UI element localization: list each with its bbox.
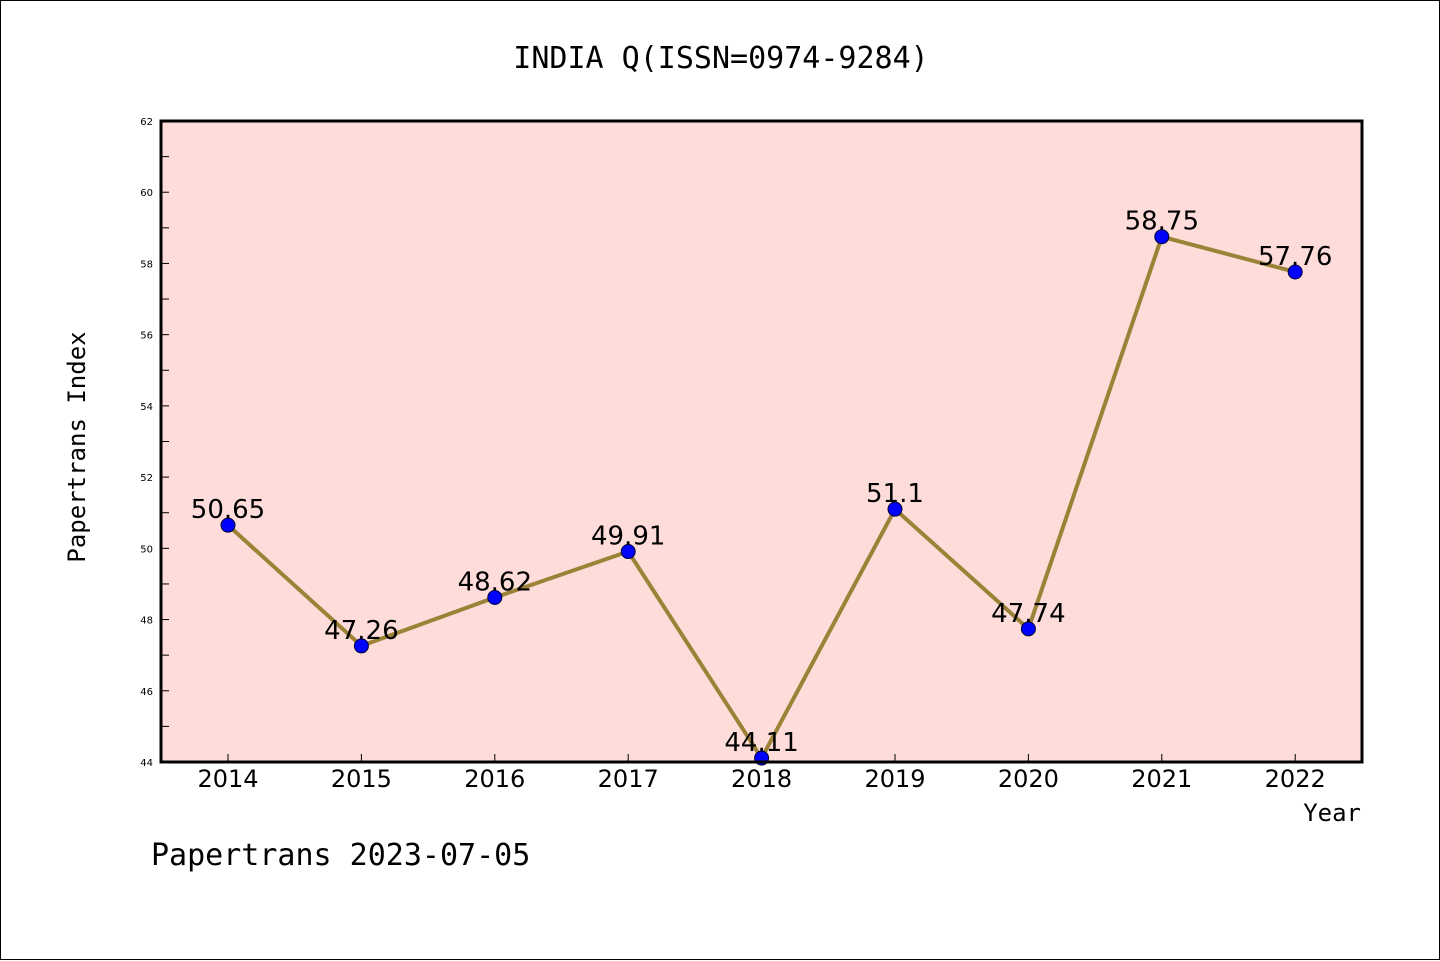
x-tick-label: 2015: [331, 765, 392, 793]
data-point: [1154, 229, 1170, 245]
data-label: 47.74: [991, 599, 1065, 629]
plot-border: [159, 119, 1364, 764]
plot-area: [161, 121, 1362, 762]
y-tick-label: 50: [140, 544, 153, 555]
data-label: 48.62: [458, 567, 532, 597]
data-point: [1287, 264, 1303, 280]
data-label: 44.11: [724, 728, 798, 758]
x-tick-label: 2014: [197, 765, 258, 793]
x-tick-label: 2022: [1265, 765, 1326, 793]
x-tick-label: 2020: [998, 765, 1059, 793]
y-tick-label: 56: [140, 331, 153, 342]
data-point: [1020, 621, 1036, 637]
data-point: [353, 638, 369, 654]
x-tick-label: 2016: [464, 765, 525, 793]
data-labels: 50.65 47.26 48.62 49.91 44.11 51.1 47.74 58.75 5…: [191, 207, 1333, 758]
data-label: 50.65: [191, 495, 265, 525]
y-tick-label: 46: [140, 687, 153, 698]
footer-credit: Papertrans 2023-07-05: [151, 838, 530, 873]
data-label: 47.26: [324, 616, 398, 646]
data-label: 49.91: [591, 522, 665, 552]
y-axis-label: Papertrans Index: [63, 331, 91, 562]
data-label: 57.76: [1258, 242, 1332, 272]
y-tick-label: 58: [140, 259, 153, 270]
x-axis-label: Year: [1303, 799, 1361, 827]
y-tick-label: 48: [140, 616, 153, 627]
series-markers: [220, 229, 1303, 766]
y-tick-label: 52: [140, 473, 153, 484]
x-tick-label: 2019: [864, 765, 925, 793]
x-tick-label: 2021: [1131, 765, 1192, 793]
data-point: [487, 589, 503, 605]
y-tick-label: 44: [140, 758, 153, 769]
x-tick-label: 2017: [598, 765, 659, 793]
y-tick-label: 60: [140, 188, 153, 199]
y-tick-label: 62: [140, 117, 153, 128]
data-point: [887, 501, 903, 517]
data-point: [620, 544, 636, 560]
data-label: 58.75: [1125, 207, 1199, 237]
data-point: [220, 517, 236, 533]
data-label: 51.1: [866, 479, 924, 509]
x-axis: 2014 2015 2016 2017 2018 2019 2020 2021 2022: [197, 754, 1326, 793]
chart-title: INDIA Q(ISSN=0974-9284): [513, 41, 928, 76]
x-tick-label: 2018: [731, 765, 792, 793]
y-tick-label: 54: [140, 402, 153, 413]
